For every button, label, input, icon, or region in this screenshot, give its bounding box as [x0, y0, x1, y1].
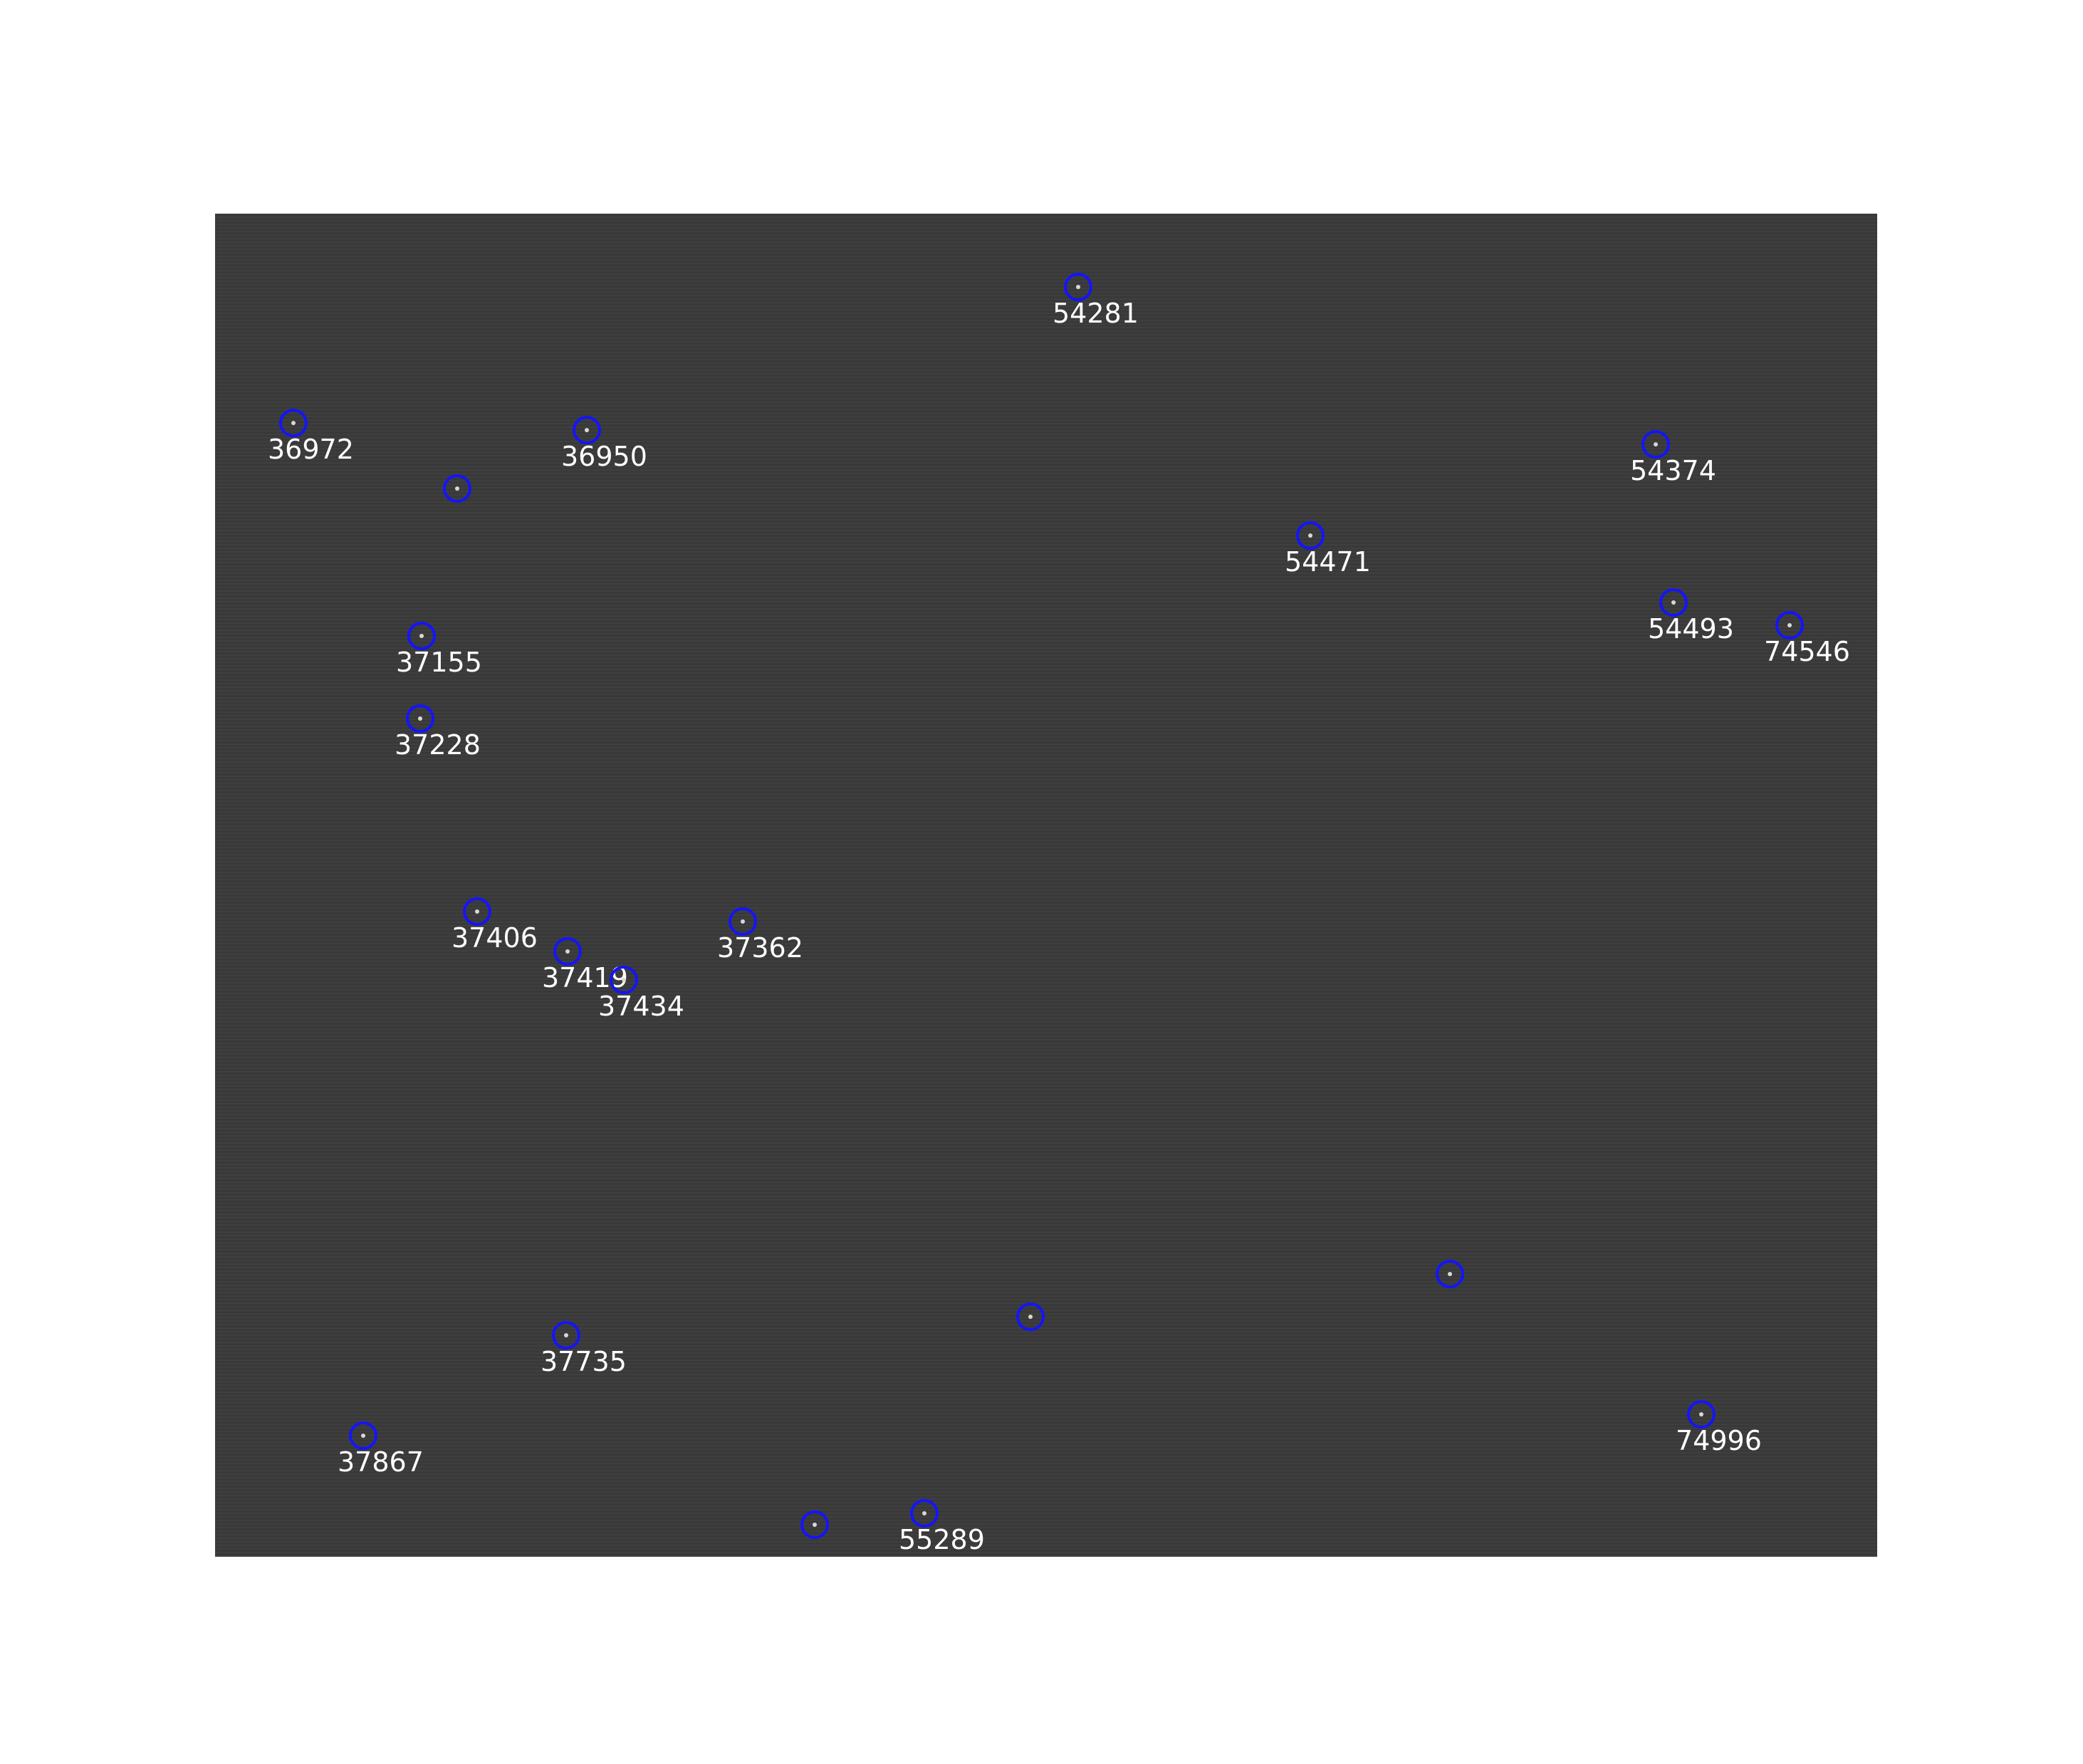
star-point: [565, 949, 570, 954]
marker-circle: [1687, 1400, 1716, 1429]
marker-circle: [407, 622, 436, 650]
star-point: [585, 428, 589, 432]
marker-label: 54374: [1630, 455, 1716, 486]
marker-circle: [1641, 430, 1670, 459]
marker-label: 54471: [1285, 546, 1371, 578]
marker-circle: [553, 937, 582, 966]
star-point: [418, 716, 422, 721]
marker-circle: [1296, 521, 1325, 550]
marker-circle: [463, 897, 491, 926]
star-point: [813, 1523, 817, 1527]
marker-label: 37867: [338, 1446, 424, 1478]
marker-circle: [800, 1510, 829, 1539]
marker-circle: [552, 1321, 580, 1350]
star-point: [564, 1333, 568, 1337]
marker-circle: [1016, 1303, 1045, 1331]
marker-label: 37362: [717, 932, 803, 964]
marker-circle: [1659, 588, 1688, 617]
marker-circle: [406, 704, 434, 733]
marker-label: 36972: [268, 434, 354, 465]
marker-circle: [443, 474, 471, 503]
star-point: [1028, 1315, 1033, 1319]
star-point: [1448, 1272, 1452, 1276]
marker-circle: [1064, 273, 1092, 301]
marker-circle: [910, 1499, 939, 1528]
star-point: [922, 1511, 926, 1515]
star-point: [1308, 533, 1312, 538]
star-point: [622, 978, 626, 982]
marker-circle: [573, 416, 601, 444]
star-point: [455, 486, 459, 491]
marker-label: 37155: [396, 647, 482, 678]
marker-label: 36950: [561, 441, 647, 472]
star-point: [419, 634, 424, 638]
marker-circle: [729, 907, 757, 936]
marker-label: 37434: [598, 991, 684, 1022]
marker-circle: [610, 966, 638, 994]
star-point: [1076, 285, 1080, 289]
star-point: [1671, 600, 1676, 605]
marker-circle: [279, 409, 308, 437]
marker-label: 37735: [541, 1346, 627, 1377]
marker-circle: [349, 1421, 377, 1450]
star-point: [741, 919, 745, 924]
star-point: [1699, 1412, 1703, 1416]
marker-label: 37406: [451, 922, 538, 954]
marker-label: 55289: [899, 1524, 985, 1555]
star-point: [1787, 623, 1792, 627]
marker-label: 54281: [1053, 298, 1139, 329]
star-point: [291, 421, 296, 425]
star-field-image: [215, 214, 1877, 1557]
marker-circle: [1775, 611, 1804, 640]
marker-label: 54493: [1648, 613, 1734, 644]
marker-label: 74996: [1676, 1425, 1762, 1456]
marker-label: 37228: [395, 729, 481, 761]
marker-circle: [1436, 1260, 1464, 1288]
star-point: [361, 1434, 365, 1438]
marker-label: 74546: [1764, 636, 1850, 667]
star-point: [475, 909, 479, 914]
star-point: [1654, 442, 1658, 447]
